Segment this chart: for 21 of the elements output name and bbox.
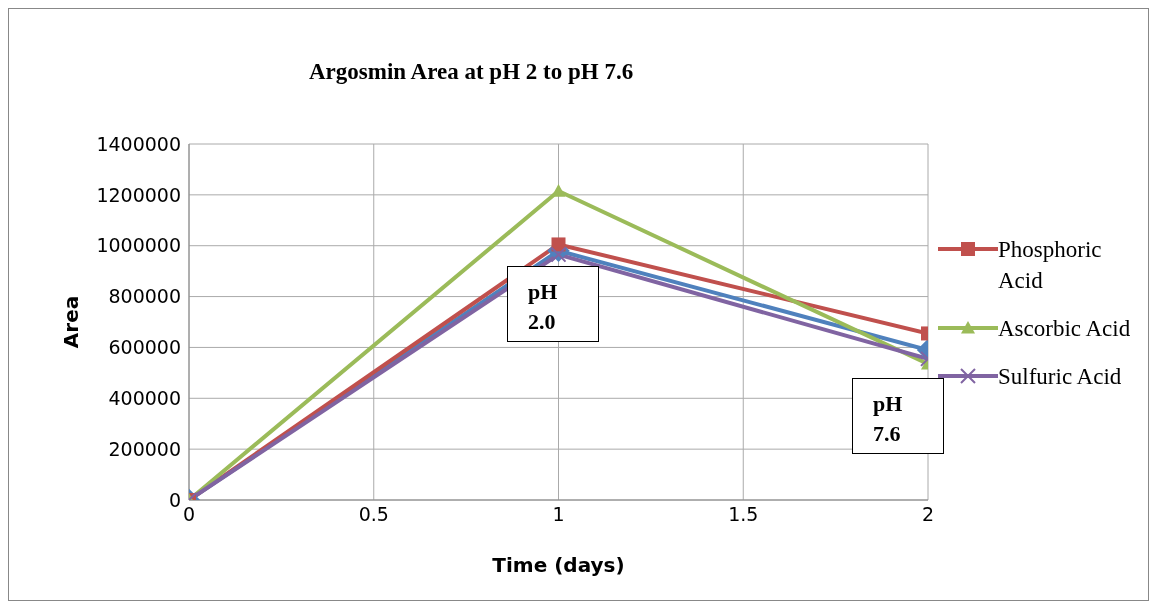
y-tick-label: 600000 — [108, 336, 181, 359]
y-tick-label: 1200000 — [96, 183, 181, 206]
y-tick-label: 400000 — [108, 387, 181, 410]
legend-label: Ascorbic Acid — [998, 315, 1132, 343]
y-tick-label: 0 — [168, 488, 181, 511]
x-tick-label: 1 — [552, 503, 565, 526]
x-tick-label: 0.5 — [358, 503, 389, 526]
x-tick-label: 0 — [182, 503, 196, 526]
annotation: pH 2.0 — [528, 278, 559, 336]
chart-title: Argosmin Area at pH 2 to pH 7.6 — [309, 59, 634, 85]
y-tick-label: 800000 — [108, 285, 181, 308]
y-tick-label: 1400000 — [96, 132, 181, 155]
y-axis-title: Area — [59, 295, 84, 349]
y-tick-label: 1000000 — [96, 234, 181, 257]
y-tick-label: 200000 — [108, 437, 181, 460]
x-tick-label: 2 — [921, 503, 935, 526]
x-axis-title: Time (days) — [492, 553, 625, 577]
annotation: pH 7.6 — [873, 390, 904, 448]
x-tick-label: 1.5 — [728, 503, 759, 526]
legend-label: Sulfuric Acid — [998, 363, 1123, 391]
legend-label: Phosphoric Acid — [998, 236, 1103, 295]
